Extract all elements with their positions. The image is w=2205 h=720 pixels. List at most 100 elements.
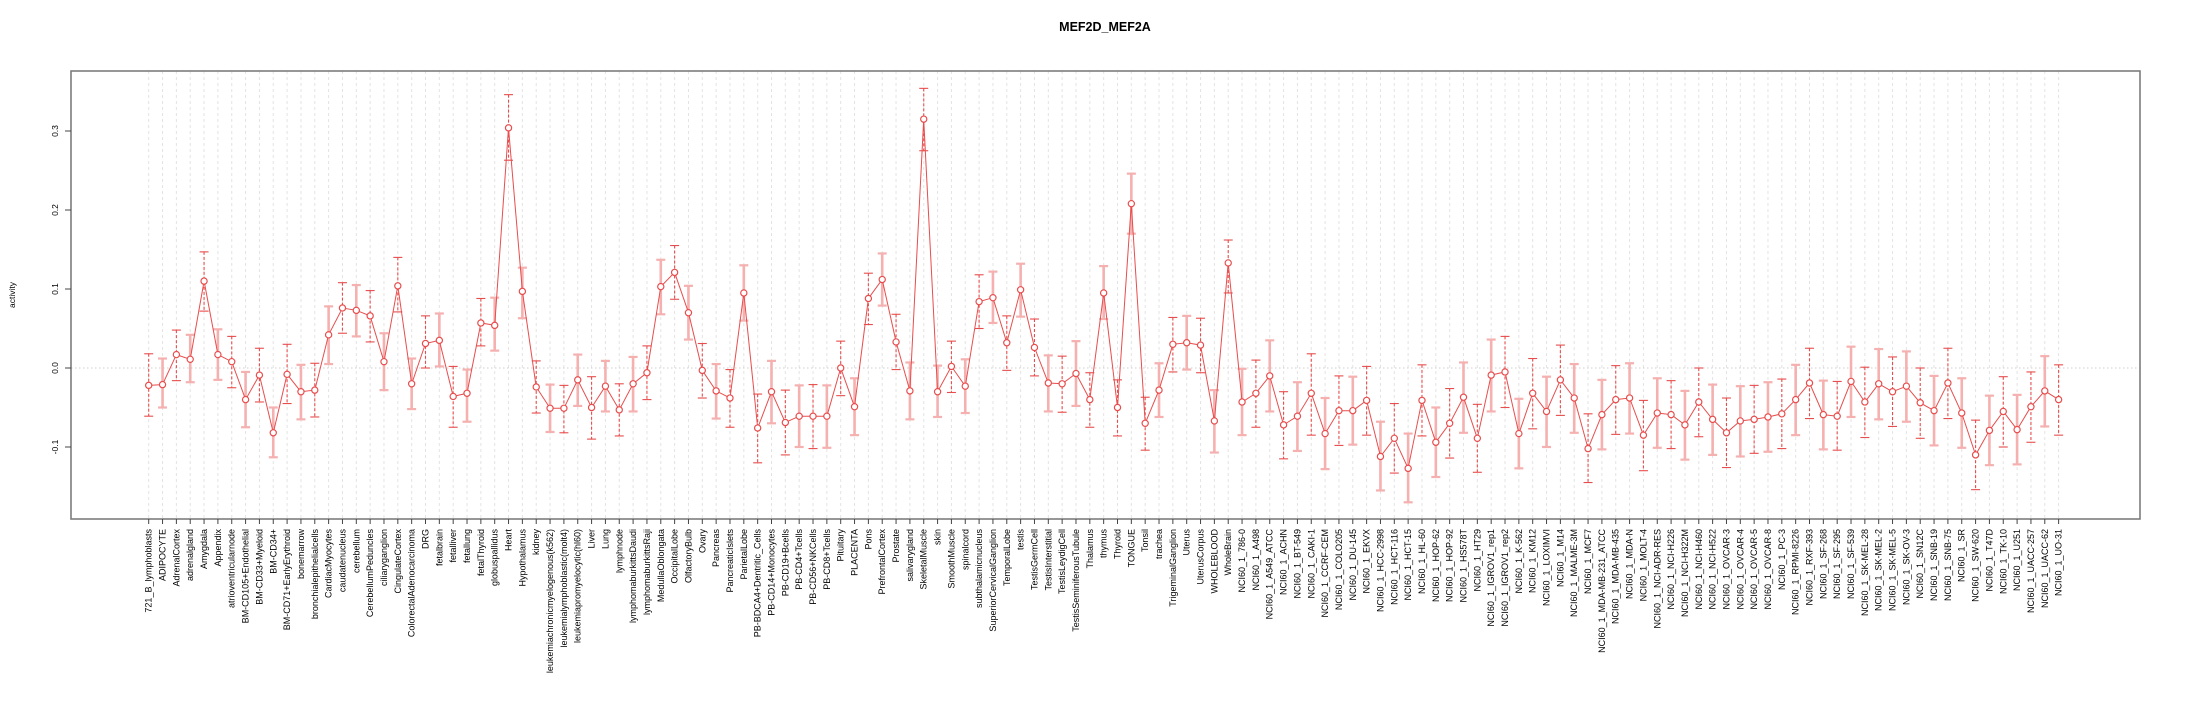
x-axis-label: atrioventricularnode bbox=[227, 529, 237, 608]
data-point bbox=[518, 287, 527, 296]
x-axis-label: WholeBrain bbox=[1223, 529, 1233, 576]
data-point bbox=[698, 366, 707, 375]
x-axis-label: lymphomaburkittsRaji bbox=[642, 529, 652, 615]
error-bar bbox=[282, 343, 292, 405]
data-point bbox=[214, 350, 222, 359]
x-axis-label: spinalcord bbox=[960, 529, 970, 570]
x-axis-label: OccipitalLobe bbox=[670, 529, 680, 584]
data-point bbox=[740, 289, 748, 297]
data-point bbox=[1003, 339, 1011, 347]
x-axis-label: NCI60_1_K-562 bbox=[1514, 529, 1524, 594]
data-point bbox=[1722, 429, 1731, 437]
data-point bbox=[1293, 412, 1302, 420]
error-bar bbox=[1029, 318, 1039, 377]
x-axis-label: PB-CD8+Tcells bbox=[822, 529, 832, 590]
data-point bbox=[1487, 371, 1495, 379]
data-point bbox=[1279, 421, 1288, 429]
data-point bbox=[1224, 259, 1232, 267]
x-axis-label: NCI60_1_RPMI-8226 bbox=[1791, 529, 1801, 615]
x-axis-label: NCI60_1_M14 bbox=[1555, 529, 1565, 587]
data-point bbox=[463, 389, 471, 397]
x-axis-label: OlfactoryBulb bbox=[683, 529, 693, 583]
x-axis-label: NCI60_1_786-0 bbox=[1237, 529, 1247, 593]
error-bar bbox=[1832, 380, 1842, 451]
data-point bbox=[1141, 419, 1149, 427]
x-axis-label: NCI60_1_SK-OV-3 bbox=[1901, 529, 1911, 605]
x-axis-label: NCI60_1_CAKI-1 bbox=[1306, 529, 1316, 599]
x-axis-label: NCI60_1_T47D bbox=[1984, 529, 1994, 592]
data-point bbox=[643, 369, 651, 377]
x-axis-label: NCI60_1_MOLT-4 bbox=[1638, 529, 1648, 601]
x-axis-label: bonemarrow bbox=[296, 529, 306, 580]
data-point bbox=[1266, 372, 1274, 380]
data-point bbox=[241, 395, 250, 404]
x-axis-label: BM-CD71+EarlyErythroid bbox=[282, 529, 292, 630]
data-point bbox=[989, 293, 997, 302]
x-axis-label: NCI60_1_IGROV1_rep1 bbox=[1486, 529, 1496, 627]
data-point bbox=[1445, 419, 1454, 427]
data-point bbox=[2041, 387, 2049, 395]
data-point bbox=[726, 394, 734, 402]
x-axis-label: NCI60_1_DU-145 bbox=[1348, 529, 1358, 601]
error-bar bbox=[1445, 387, 1455, 459]
x-axis-label: NCI60_1_HT29 bbox=[1472, 529, 1482, 592]
x-axis-label: NCI60_1_NCI-H226 bbox=[1666, 529, 1676, 610]
x-axis-label: PB-CD4+Tcells bbox=[794, 529, 804, 590]
x-axis-label: CardiacMyocytes bbox=[324, 529, 334, 599]
x-axis-label: CerebellumPeduncles bbox=[365, 529, 375, 618]
data-point bbox=[1086, 395, 1094, 404]
x-axis-label: Tonsil bbox=[1140, 529, 1150, 552]
data-point bbox=[2027, 403, 2035, 411]
data-point bbox=[491, 321, 499, 330]
data-point bbox=[670, 268, 679, 277]
x-axis-label: NCI60_1_SK-MEL-2 bbox=[1874, 529, 1884, 611]
x-axis-label: PLACENTA bbox=[850, 529, 860, 576]
data-point bbox=[449, 392, 457, 401]
data-point bbox=[1902, 382, 1911, 390]
error-bar bbox=[1389, 402, 1399, 474]
x-axis-label: NCI60_1_HS578T bbox=[1459, 529, 1469, 603]
x-axis-label: NCI60_1_SNB-75 bbox=[1943, 529, 1953, 601]
error-bar bbox=[1971, 419, 1981, 491]
x-axis-label: CingulateCortex bbox=[393, 529, 403, 594]
x-axis-label: NCI60_1_LOXIMVI bbox=[1542, 529, 1552, 606]
data-point bbox=[574, 376, 582, 384]
x-axis-label: NCI60_1_OVCAR-5 bbox=[1749, 529, 1759, 610]
data-point bbox=[477, 319, 485, 327]
x-axis-label: NCI60_1_UACC-257 bbox=[2026, 529, 2036, 613]
data-point bbox=[172, 350, 181, 359]
x-axis-label: ColorectalAdenocarcinoma bbox=[407, 529, 417, 637]
y-axis-tick-label: 0.2 bbox=[50, 204, 60, 216]
x-axis-label: Appendix bbox=[213, 529, 223, 567]
data-point bbox=[1930, 406, 1938, 415]
x-axis-label: NCI60_1_MALME-3M bbox=[1569, 529, 1579, 617]
x-axis-label: TestisSeminiferousTubule bbox=[1071, 529, 1081, 632]
data-point bbox=[158, 380, 167, 389]
x-axis-label: Amygdala bbox=[199, 529, 209, 569]
data-point bbox=[795, 412, 803, 420]
data-point bbox=[823, 412, 831, 420]
error-bar bbox=[559, 384, 569, 434]
data-point bbox=[933, 388, 942, 396]
x-axis-label: salivarygland bbox=[905, 529, 915, 582]
x-axis-label: kidney bbox=[531, 529, 541, 556]
x-axis-label: NCI60_1_SF-268 bbox=[1818, 529, 1828, 599]
data-point bbox=[1127, 199, 1136, 208]
x-axis-label: ADIPOCYTE bbox=[158, 529, 168, 581]
x-axis-label: BM-CD105+Endothelial bbox=[241, 529, 251, 623]
x-axis-label: thymus bbox=[1099, 529, 1109, 559]
x-axis-label: Thalamus bbox=[1085, 529, 1095, 569]
x-axis-label: NCI60_1_NCI-H322M bbox=[1680, 529, 1690, 617]
x-axis-label: NCI60_1_COLO205 bbox=[1334, 529, 1344, 610]
x-axis-label: NCI60_1_KM12 bbox=[1528, 529, 1538, 593]
x-axis-label: NCI60_1_HOP-92 bbox=[1445, 529, 1455, 602]
axes bbox=[65, 70, 2141, 524]
x-axis-label: fetalliver bbox=[448, 529, 458, 563]
data-points bbox=[144, 115, 2063, 473]
x-axis-label: Lung bbox=[600, 529, 610, 549]
x-axis-label: NCI60_1_RXF-393 bbox=[1805, 529, 1815, 606]
data-point bbox=[1072, 369, 1080, 378]
data-point bbox=[1985, 426, 1994, 435]
x-axis-label: cerebellum bbox=[351, 529, 361, 573]
